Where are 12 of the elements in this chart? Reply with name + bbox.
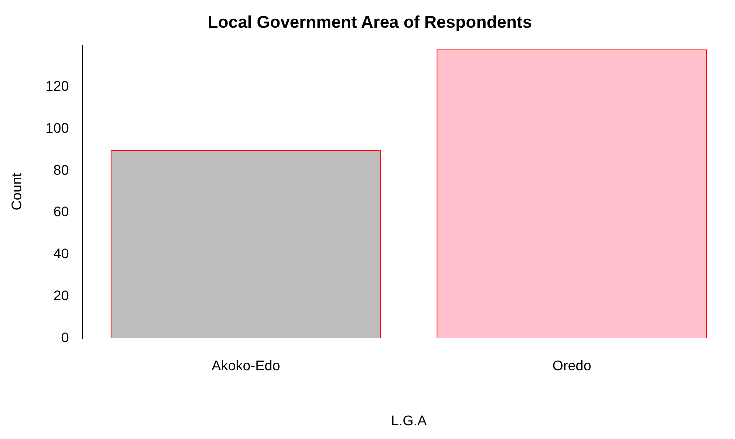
x-tick-label: Akoko-Edo: [212, 358, 281, 374]
y-tick-label: 40: [54, 246, 70, 262]
x-axis-title: L.G.A: [391, 412, 428, 428]
y-tick-label: 60: [54, 204, 70, 220]
y-tick-label: 100: [46, 120, 70, 136]
y-axis-title: Count: [8, 173, 24, 211]
chart-title: Local Government Area of Respondents: [208, 12, 532, 32]
y-tick-label: 120: [46, 78, 70, 94]
y-tick-label: 0: [61, 329, 70, 346]
y-tick-label: 80: [54, 162, 70, 178]
y-tick-label: 20: [54, 287, 70, 304]
x-tick-label: Oredo: [552, 358, 592, 374]
